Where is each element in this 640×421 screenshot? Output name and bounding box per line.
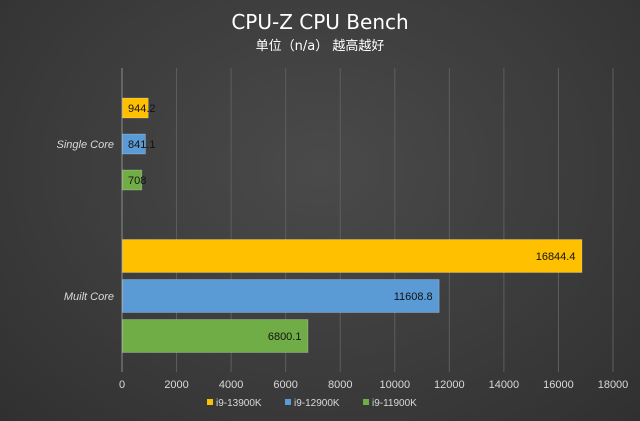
x-tick-label: 6000 [273, 379, 297, 391]
legend-label: i9-11900K [372, 398, 417, 409]
x-tick-labels: 0 2000 4000 6000 8000 10000 12000 14000 16000 180… [119, 379, 628, 391]
chart-title: CPU-Z CPU Bench [231, 10, 408, 34]
data-label: 11608.8 [394, 291, 433, 303]
bar-i9-12900k [122, 133, 146, 155]
category-label: Muilt Core [64, 291, 114, 303]
data-label: 841.1 [128, 139, 156, 151]
x-tick-label: 0 [119, 379, 125, 391]
legend-label: i9-13900K [216, 398, 262, 409]
bar-i9-12900k [122, 279, 440, 313]
bar-i9-13900k [122, 97, 149, 119]
data-label: 16844.4 [536, 251, 576, 263]
x-tick-label: 14000 [489, 379, 520, 391]
x-tick-label: 4000 [219, 379, 243, 391]
data-label: 6800.1 [268, 331, 302, 343]
legend: i9-13900K i9-12900K i9-11900K [207, 398, 417, 409]
x-tick-label: 10000 [379, 379, 410, 391]
x-tick-label: 2000 [164, 379, 188, 391]
bar-i9-11900k [122, 169, 143, 191]
bar-i9-13900k [122, 239, 583, 273]
legend-swatch [285, 399, 291, 405]
x-tick-label: 12000 [434, 379, 465, 391]
bar-i9-11900k [122, 319, 309, 353]
x-tick-label: 8000 [328, 379, 352, 391]
x-tick-label: 16000 [543, 379, 574, 391]
x-tick-label: 18000 [598, 379, 629, 391]
category-labels: Single Core Muilt Core [57, 139, 114, 303]
legend-swatch [207, 399, 213, 405]
legend-swatch [363, 399, 369, 405]
gridlines [121, 68, 614, 372]
data-label: 944.2 [128, 103, 156, 115]
data-label: 708 [128, 175, 146, 187]
legend-label: i9-12900K [294, 398, 340, 409]
category-label: Single Core [57, 139, 114, 151]
chart-subtitle: 单位（n/a） 越高越好 [256, 38, 385, 54]
bars: 944.2 841.1 708 16844.4 11608.8 6800.1 [122, 97, 583, 353]
